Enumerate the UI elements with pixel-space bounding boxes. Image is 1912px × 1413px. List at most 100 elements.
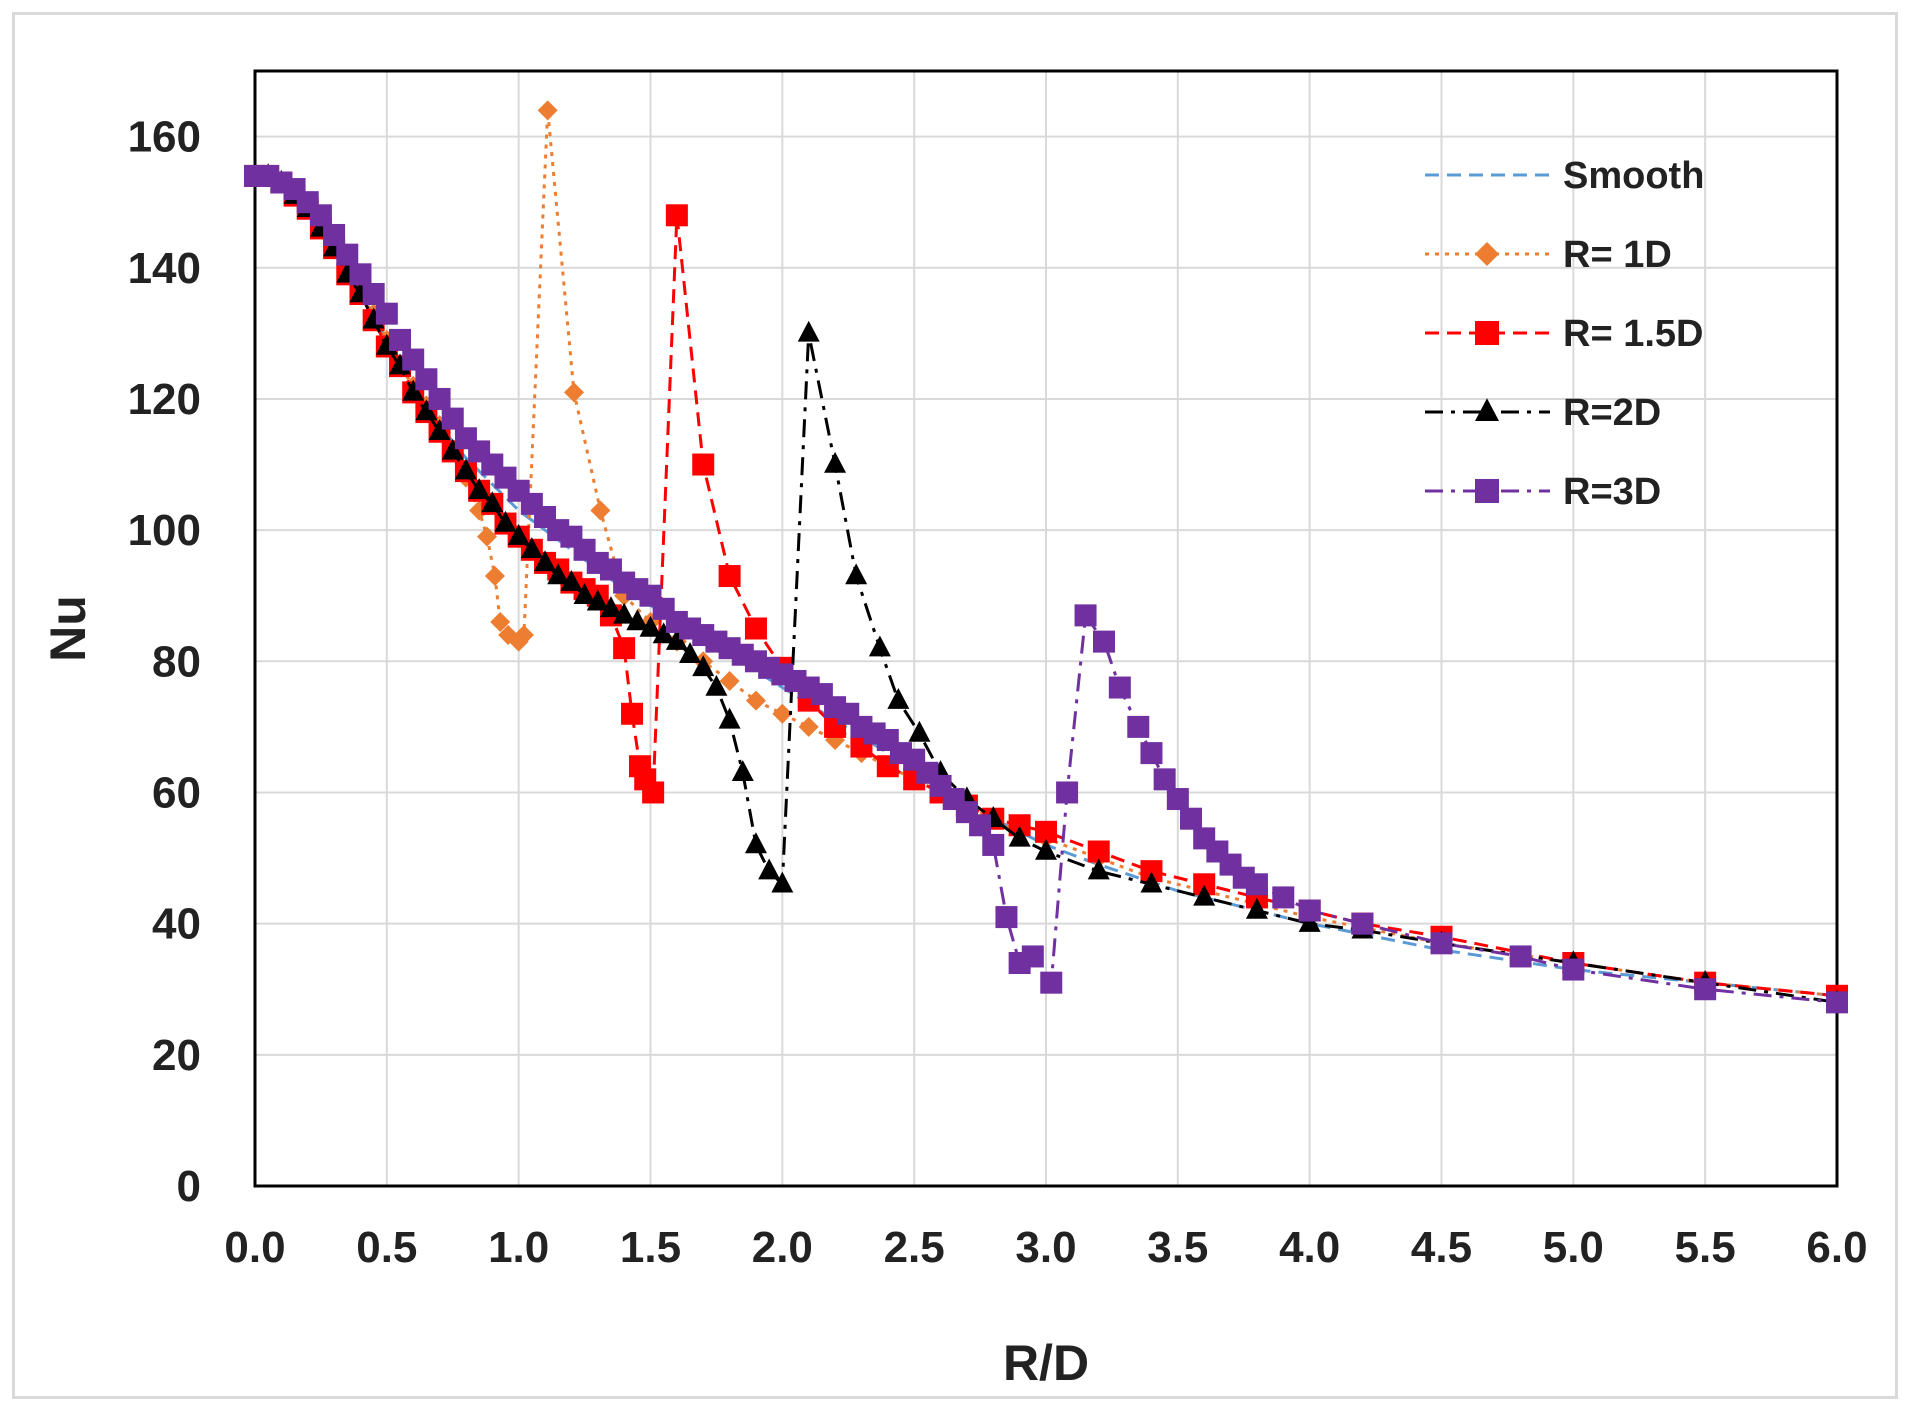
data-point: [1008, 825, 1031, 847]
legend-swatch-marker: [1475, 321, 1499, 345]
data-point: [1509, 945, 1532, 968]
data-point: [454, 458, 477, 480]
data-point: [1193, 873, 1216, 896]
y-axis-title: Nu: [40, 595, 96, 662]
legend-label: R=2D: [1563, 392, 1661, 434]
y-axis-ticks: 0 20 40 60 80 100 120 140 160: [128, 113, 201, 1211]
legend-label: R=3D: [1563, 471, 1661, 513]
legend-item: R=3D: [1425, 471, 1661, 513]
legend-swatch-marker: [1475, 398, 1499, 421]
data-point: [490, 611, 511, 632]
data-point: [573, 583, 596, 604]
data-point: [428, 419, 451, 440]
data-point: [718, 707, 741, 729]
y-tick-label: 140: [128, 244, 201, 293]
data-point: [362, 283, 385, 305]
chart-frame: 0.0 0.5 1.0 1.5 2.0 2.5 3.0 3.5 4.0 4.5 5.0 5.5 6.0 …: [12, 12, 1898, 1399]
x-tick-label: 6.0: [1806, 1223, 1867, 1272]
y-tick-label: 0: [177, 1162, 201, 1211]
data-point: [1035, 820, 1057, 843]
data-point: [771, 871, 794, 893]
x-tick-label: 0.5: [356, 1223, 417, 1272]
data-point: [719, 670, 740, 691]
data-point: [520, 537, 543, 559]
data-point: [969, 814, 992, 837]
data-point: [692, 453, 715, 476]
data-point: [1021, 945, 1044, 968]
data-point: [797, 320, 820, 342]
x-tick-label: 3.5: [1147, 1223, 1208, 1272]
data-point: [705, 674, 728, 696]
data-point: [389, 328, 412, 351]
data-point: [613, 602, 636, 624]
data-point: [1140, 860, 1163, 883]
data-point: [1056, 781, 1079, 804]
legend-swatch-marker: [1475, 479, 1499, 503]
data-point: [621, 702, 644, 725]
data-point: [513, 625, 534, 646]
data-point: [845, 563, 868, 585]
data-point: [1093, 630, 1116, 653]
data-point: [590, 500, 611, 521]
data-point: [1008, 814, 1031, 837]
data-point: [1087, 858, 1110, 880]
data-point: [428, 387, 451, 410]
data-point: [665, 628, 688, 650]
data-point: [336, 243, 359, 266]
data-point: [441, 438, 464, 460]
data-point: [477, 526, 498, 547]
x-tick-label: 4.0: [1279, 1223, 1340, 1272]
series-line: [254, 174, 1838, 998]
data-point: [798, 716, 819, 737]
x-tick-label: 1.0: [488, 1223, 549, 1272]
data-point: [481, 491, 504, 513]
x-axis-title: R/D: [1003, 1335, 1089, 1391]
data-point: [692, 655, 715, 677]
data-point: [1074, 604, 1097, 627]
data-point: [887, 687, 910, 709]
x-axis-ticks: 0.0 0.5 1.0 1.5 2.0 2.5 3.0 3.5 4.0 4.5 5.0 5.5 6.0: [224, 1223, 1867, 1272]
data-point: [1180, 807, 1203, 830]
data-point: [1245, 897, 1268, 919]
series-layer: [244, 100, 1848, 1014]
x-tick-label: 5.5: [1675, 1223, 1736, 1272]
data-point: [402, 348, 425, 371]
chart: 0.0 0.5 1.0 1.5 2.0 2.5 3.0 3.5 4.0 4.5 5.0 5.5 6.0 …: [40, 69, 1868, 1391]
x-tick-label: 0.0: [224, 1223, 285, 1272]
legend-item: Smooth: [1425, 155, 1704, 197]
plot-area-border: [253, 69, 1839, 1188]
data-point: [718, 565, 741, 588]
data-point: [1272, 886, 1295, 909]
series-0: [254, 174, 1838, 998]
data-point: [508, 631, 529, 652]
x-tick-label: 5.0: [1543, 1223, 1604, 1272]
legend-item: R=2D: [1425, 392, 1661, 434]
data-point: [758, 858, 781, 880]
data-point: [1087, 840, 1110, 863]
data-point: [534, 550, 557, 572]
data-point: [468, 478, 491, 500]
data-point: [868, 635, 891, 657]
legend-label: R= 1.5D: [1563, 313, 1703, 355]
x-tick-label: 2.0: [752, 1223, 813, 1272]
series-line: [255, 174, 1838, 998]
x-tick-label: 4.5: [1411, 1223, 1472, 1272]
legend-label: Smooth: [1563, 155, 1704, 197]
data-point: [744, 832, 767, 854]
legend-label: R= 1D: [1563, 234, 1672, 276]
data-point: [494, 510, 517, 532]
data-point: [560, 569, 583, 591]
data-point: [744, 617, 767, 640]
data-point: [613, 637, 636, 660]
data-point: [507, 524, 530, 545]
data-point: [824, 451, 847, 473]
data-point: [1140, 742, 1163, 765]
data-point: [908, 720, 931, 742]
data-point: [982, 833, 1005, 856]
data-point: [652, 622, 675, 644]
data-point: [415, 399, 438, 421]
data-point: [547, 563, 570, 585]
data-point: [1127, 715, 1150, 738]
y-tick-label: 160: [128, 113, 201, 162]
data-point: [1108, 676, 1131, 699]
